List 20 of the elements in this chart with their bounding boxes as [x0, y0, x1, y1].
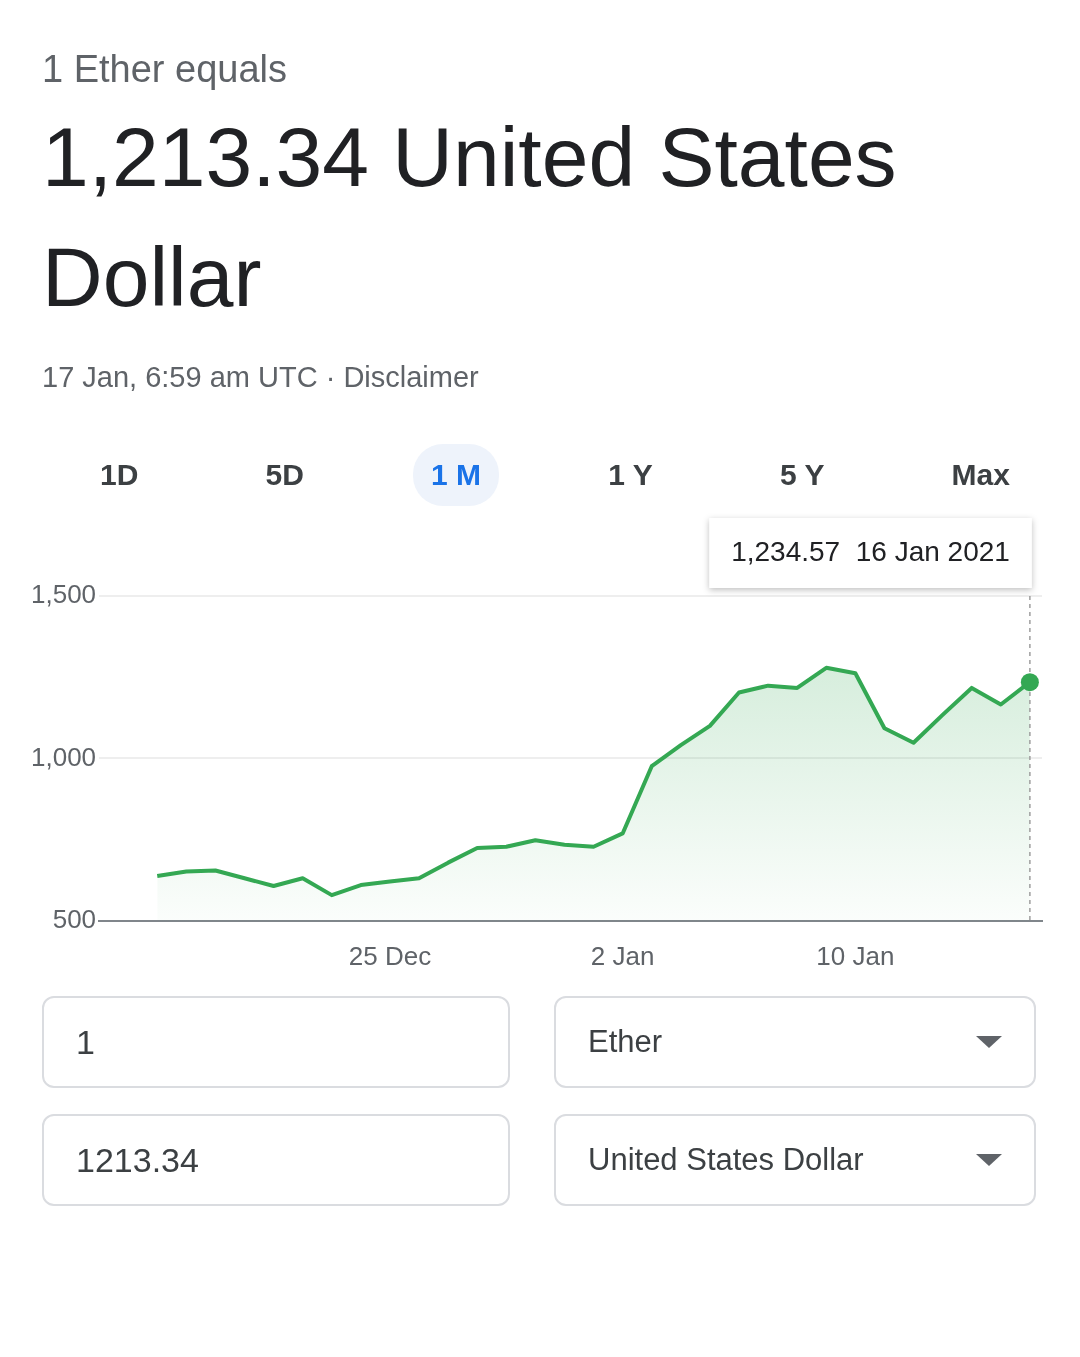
text: 5 Y — [778, 457, 826, 493]
text: 1 Y — [607, 457, 654, 493]
text: Max — [950, 457, 1011, 493]
x-tick-label: 2 Jan — [590, 940, 655, 971]
y-tick-label: 1,500 — [30, 579, 97, 610]
y-tick-label: 500 — [52, 903, 97, 934]
x-tick-label: 25 Dec — [348, 940, 432, 971]
y-tick-label: 1,000 — [30, 741, 97, 772]
text: 1D — [99, 457, 140, 493]
text: Ether — [588, 1024, 663, 1060]
text: United States Dollar — [588, 1142, 864, 1178]
chart-subtitle: 1,213.34 United States Dollar — [42, 109, 898, 326]
text: 1213.34 — [42, 1114, 510, 1206]
text: 1 — [42, 996, 510, 1088]
text: 1 M — [413, 444, 500, 506]
text: 1,234.57 16 Jan 2021 — [731, 535, 1010, 567]
x-tick-label: 10 Jan — [816, 940, 895, 971]
text: 17 Jan, 6:59 am UTC · Disclaimer — [42, 361, 480, 394]
text: 5D — [264, 457, 305, 493]
chart-title: 1 Ether equals — [42, 48, 289, 91]
